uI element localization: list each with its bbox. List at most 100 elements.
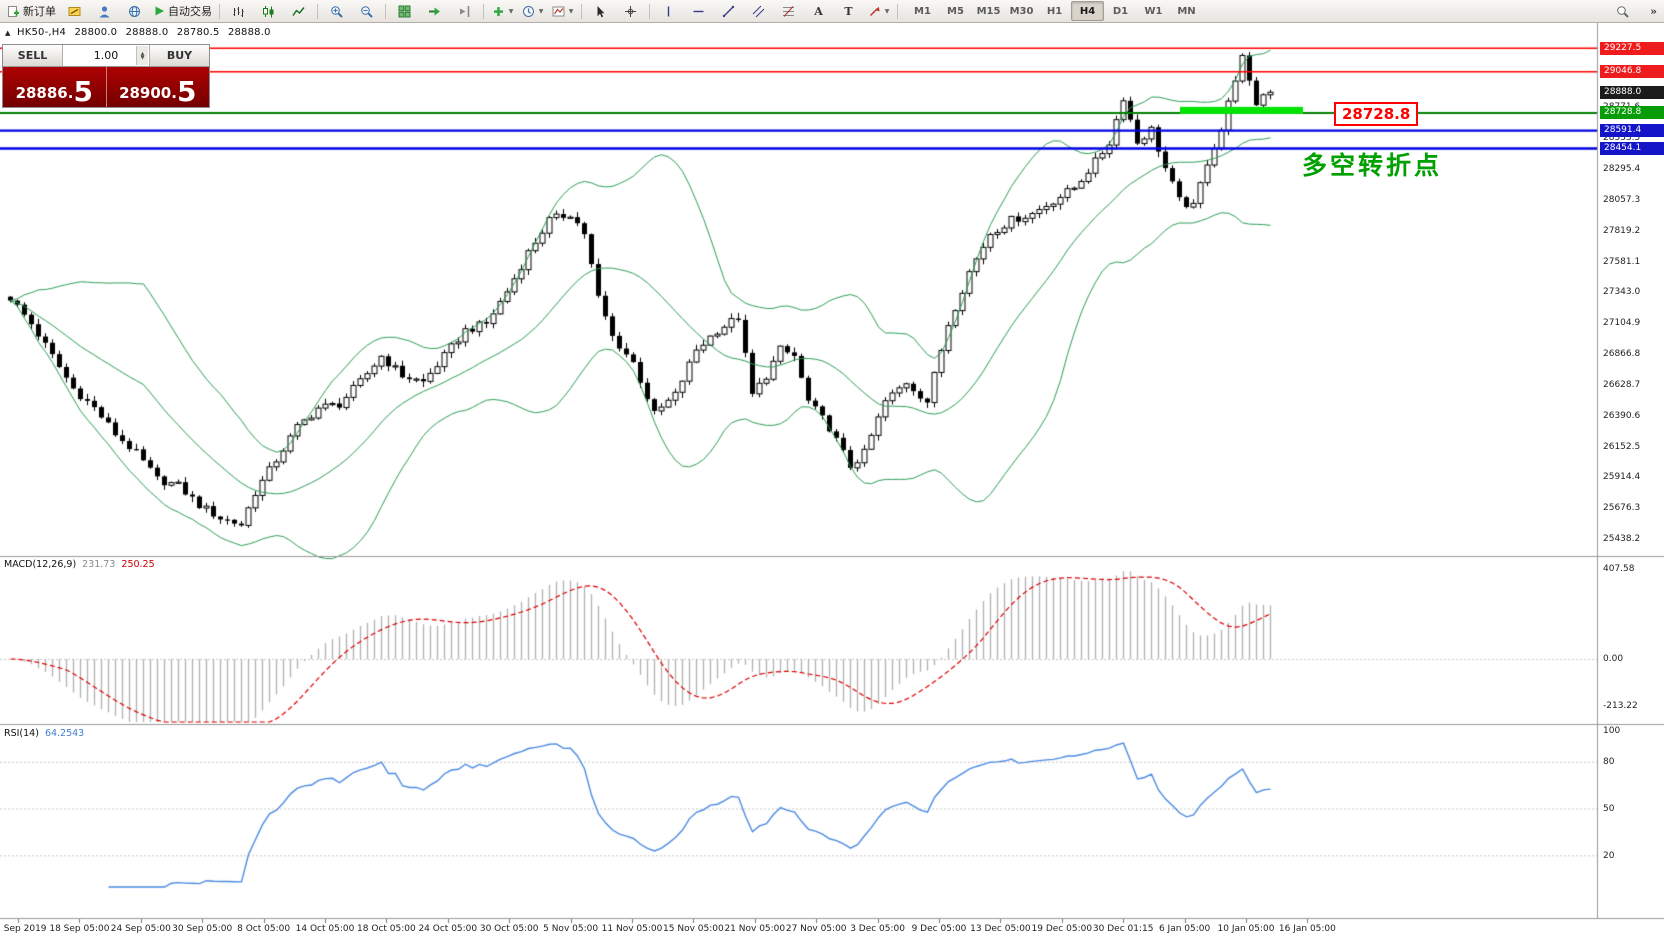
price-axis-label: 27104.9 [1603,318,1641,329]
search-button[interactable] [1608,1,1637,21]
timeframe-m15[interactable]: M15 [976,5,1001,17]
time-axis-label: 24 Sep 05:00 [110,924,171,934]
candlestick-chart-button[interactable] [254,1,283,21]
timeframe-m30[interactable]: M30 [1009,5,1034,17]
timeframe-m5[interactable]: M5 [947,5,964,17]
zoom-out-button[interactable] [352,1,381,21]
market-button[interactable] [120,1,149,21]
metaeditor-button[interactable] [60,1,89,21]
level-price-label[interactable]: 28728.8 [1334,102,1419,126]
timeframe-d1[interactable]: D1 [1112,5,1129,17]
timeframe-w1[interactable]: W1 [1144,5,1163,17]
templates-button[interactable]: ▼ [548,1,577,21]
price-axis-label: 26628.7 [1603,379,1641,390]
time-axis-label: 9 Dec 05:00 [911,924,967,934]
macd-scale-label: 0.00 [1603,654,1624,664]
line-chart-button[interactable] [284,1,313,21]
profile-button[interactable] [90,1,119,21]
indicators-button[interactable]: ▼ [488,1,517,21]
volume-value: 1.00 [93,49,119,62]
zoom-out-icon [361,5,373,18]
line-chart-icon [292,6,305,16]
timeframe-h4[interactable]: H4 [1071,1,1104,21]
bar-chart-icon [233,6,244,17]
crosshair-button[interactable] [616,1,645,21]
trendline-button[interactable] [714,1,743,21]
chart-shift-button[interactable] [450,1,479,21]
search-icon [1617,5,1629,18]
label-button[interactable]: T [834,1,863,21]
auto-trading-button[interactable]: 自动交易 [150,1,215,21]
price-axis-label: 27581.1 [1603,256,1641,267]
time-axis-label: 19 Dec 05:00 [1031,924,1093,934]
time-axis-label: 18 Sep 05:00 [49,924,110,934]
chevron-down-icon: ▼ [568,7,574,15]
metaeditor-icon [68,6,81,16]
toolbar-separator [219,3,220,19]
timeframe-mn[interactable]: MN [1177,5,1196,17]
time-axis-label: 30 Sep 05:00 [172,924,233,934]
overflow-button[interactable]: » [1639,1,1664,21]
vertical-line-button[interactable] [654,1,683,21]
spin-down-icon[interactable]: ▼ [140,54,145,61]
macd-label: MACD(12,26,9) [4,559,77,570]
timeframe-group: M1 M5 M15 M30 H1 H4 D1 W1 MN [906,1,1203,21]
toolbar-separator [385,3,386,19]
arrows-button[interactable]: ▼ [864,1,893,21]
price-tag: 28728.8 [1600,106,1664,120]
rsi-scale-label: 50 [1603,804,1615,814]
trade-panel-prices: 28886. 5 28900. 5 [3,67,209,107]
profile-icon [99,5,110,17]
crosshair-icon [625,5,636,17]
toolbar: 新订单 自动交易 [0,0,1664,23]
tile-windows-icon [398,5,411,17]
horizontal-line-button[interactable] [684,1,713,21]
new-order-button[interactable]: 新订单 [4,1,59,21]
spin-up-icon[interactable]: ▲ [140,50,145,57]
rsi-scale-label: 80 [1603,757,1615,768]
price-axis-label: 28533.5 [1603,133,1641,144]
sell-button[interactable]: SELL [3,45,63,66]
macd-signal-value: 250.25 [121,559,155,570]
chart-title: HK50-,H4 28800.0 28888.0 28780.5 28888.0 [17,27,276,38]
toolbar-separator [581,3,582,19]
fibonacci-button[interactable] [774,1,803,21]
trendline-icon [722,5,735,17]
macd-header: MACD(12,26,9) 231.73 250.25 [4,559,155,570]
sell-price-box[interactable]: 28886. 5 [3,67,107,107]
zoom-in-button[interactable] [322,1,351,21]
cursor-button[interactable] [586,1,615,21]
new-order-label: 新订单 [23,5,56,18]
one-click-toggle-icon[interactable]: ▲ [5,29,11,37]
play-icon [155,6,164,16]
volume-field[interactable]: 1.00 ▲ ▼ [63,45,149,66]
time-axis-label: 27 Nov 05:00 [785,924,847,934]
channel-button[interactable] [744,1,773,21]
time-axis-label: 30 Dec 01:15 [1092,924,1154,934]
buy-button[interactable]: BUY [149,45,209,66]
arrow-tool-icon [869,6,880,16]
sell-price-big: 5 [73,74,93,108]
text-button[interactable]: A [804,1,833,21]
trade-panel-controls: SELL 1.00 ▲ ▼ BUY [3,45,209,67]
price-axis-label: 28057.3 [1603,194,1641,205]
timeframe-h1[interactable]: H1 [1046,5,1063,17]
timeframe-m1[interactable]: M1 [914,5,931,17]
globe-icon [129,5,140,17]
candlestick-chart-icon [263,5,274,17]
price-axis-label: 25438.2 [1603,534,1641,545]
turning-point-annotation[interactable]: 多空转折点 [1302,151,1443,180]
macd-scale-label: -213.22 [1603,700,1638,711]
volume-spinner[interactable]: ▲ ▼ [136,46,148,65]
time-axis-label: 8 Oct 05:00 [237,924,291,934]
tile-windows-button[interactable] [390,1,419,21]
periods-button[interactable]: ▼ [518,1,547,21]
auto-scroll-icon [429,7,440,15]
bar-chart-button[interactable] [224,1,253,21]
template-icon [552,6,565,16]
buy-price-box[interactable]: 28900. 5 [106,67,209,107]
auto-scroll-button[interactable] [420,1,449,21]
